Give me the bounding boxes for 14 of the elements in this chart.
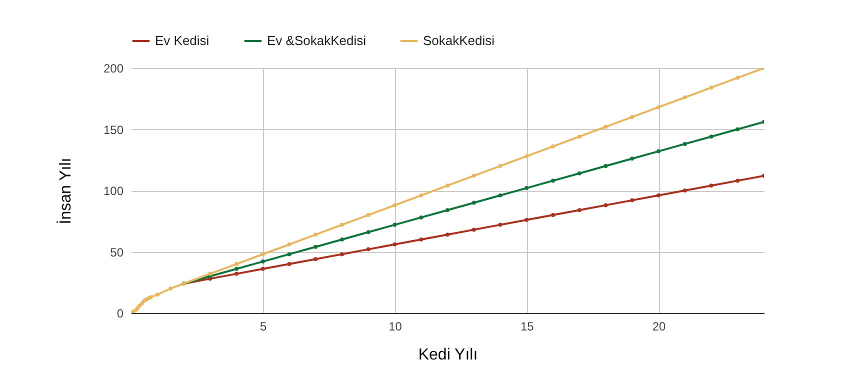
y-tick-label: 200 <box>103 62 124 76</box>
x-tick-label: 10 <box>388 320 402 334</box>
y-tick-label: 100 <box>103 184 124 198</box>
y-tick-label: 150 <box>103 122 124 137</box>
x-tick-label: 15 <box>520 320 534 334</box>
x-tick-label: 20 <box>652 320 666 334</box>
legend-label: Ev &SokakKedisi <box>267 33 366 48</box>
x-axis-title: Kedi Yılı <box>418 346 478 364</box>
y-tick-label: 50 <box>110 245 124 260</box>
y-tick-label: 0 <box>116 306 124 320</box>
legend-label: Ev Kedisi <box>155 33 210 48</box>
legend-label: SokakKedisi <box>423 33 495 48</box>
y-axis-title: İnsan Yılı <box>56 158 74 224</box>
x-tick-label: 5 <box>260 320 268 334</box>
